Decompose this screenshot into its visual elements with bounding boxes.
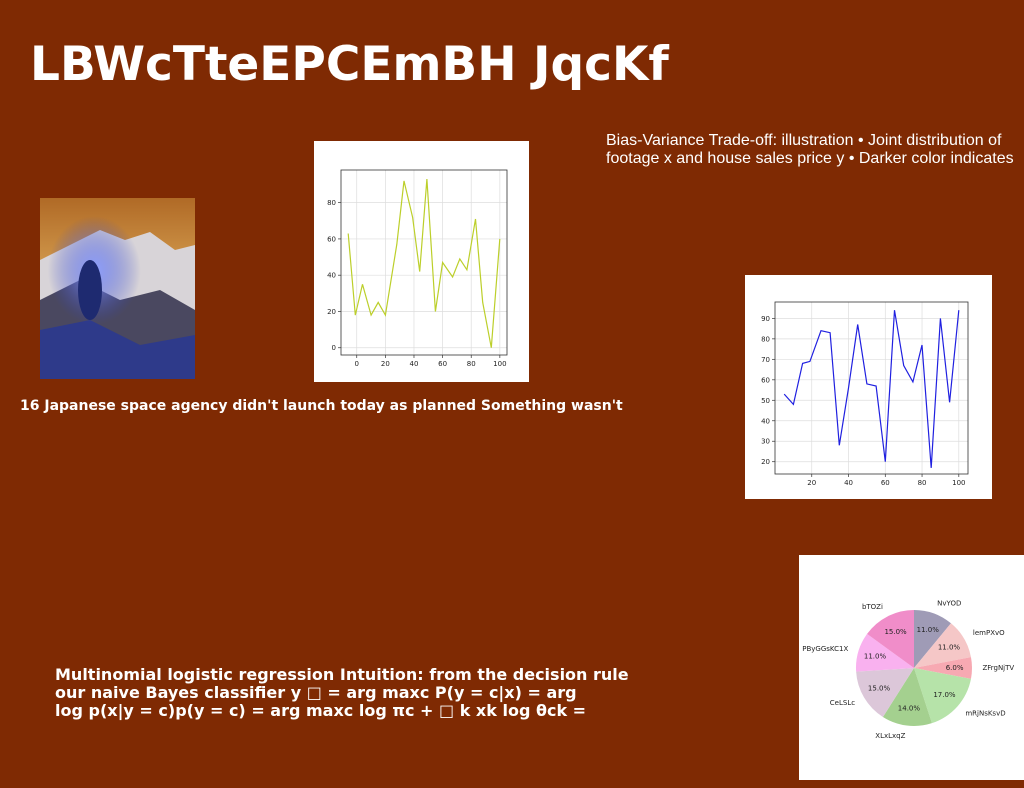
x-tick-label: 40 bbox=[410, 360, 419, 368]
slice-value-label: 11.0% bbox=[917, 626, 940, 634]
x-tick-label: 80 bbox=[918, 479, 927, 487]
pie-slice bbox=[914, 623, 971, 668]
description-line: Bias-Variance Trade-off: illustration • … bbox=[606, 132, 1002, 149]
y-tick-label: 50 bbox=[761, 397, 770, 405]
photo bbox=[40, 198, 195, 379]
y-tick-label: 80 bbox=[327, 199, 336, 207]
slice-value-label: 6.0% bbox=[946, 664, 964, 672]
x-tick-label: 80 bbox=[467, 360, 476, 368]
line bbox=[783, 310, 960, 468]
pie-slice bbox=[914, 668, 971, 724]
plot-frame bbox=[340, 169, 508, 356]
slice-value-label: 15.0% bbox=[868, 685, 891, 693]
y-tick-label: 40 bbox=[327, 272, 336, 280]
y-tick-label: 20 bbox=[327, 308, 336, 316]
title: LBWcTteEPCEmBH JqcKf bbox=[30, 37, 669, 92]
slice-label: XLxLxqZ bbox=[875, 732, 905, 740]
y-tick-label: 20 bbox=[761, 458, 770, 466]
pie-slice bbox=[855, 633, 914, 672]
pie-slice bbox=[882, 668, 932, 726]
y-tick-label: 60 bbox=[761, 376, 770, 384]
y-tick-label: 70 bbox=[761, 356, 770, 364]
y-tick-label: 80 bbox=[761, 335, 770, 343]
body-line: our naive Bayes classifier y □ = arg max… bbox=[55, 683, 577, 703]
slice-label: NvYOD bbox=[937, 600, 961, 608]
plot-frame bbox=[774, 301, 969, 475]
x-tick-label: 100 bbox=[952, 479, 965, 487]
slice-value-label: 14.0% bbox=[898, 704, 921, 712]
body-line: Multinomial logistic regression Intuitio… bbox=[55, 665, 629, 684]
slice-label: CeLSLc bbox=[830, 699, 855, 707]
slice-label: bTOZi bbox=[862, 603, 883, 611]
description-line: footage x and house sales price y • Dark… bbox=[606, 150, 1014, 167]
pie-slice bbox=[856, 668, 914, 717]
caption: 16 Japanese space agency didn't launch t… bbox=[20, 398, 623, 414]
x-tick-label: 20 bbox=[381, 360, 390, 368]
pie-slice bbox=[914, 657, 972, 679]
chart-background bbox=[314, 141, 529, 382]
line bbox=[347, 179, 501, 348]
x-tick-label: 60 bbox=[881, 479, 890, 487]
pie-slice bbox=[867, 610, 914, 668]
slice-value-label: 11.0% bbox=[938, 643, 961, 651]
y-tick-label: 30 bbox=[761, 438, 770, 446]
y-tick-label: 0 bbox=[332, 344, 336, 352]
y-tick-label: 40 bbox=[761, 417, 770, 425]
slice-label: mRjNsKsvD bbox=[965, 709, 1005, 717]
slice-label: ZFrgNjTV bbox=[982, 664, 1014, 672]
y-tick-label: 90 bbox=[761, 315, 770, 323]
slice-value-label: 11.0% bbox=[864, 653, 887, 661]
x-tick-label: 100 bbox=[493, 360, 506, 368]
slice-label: lemPXvO bbox=[973, 629, 1005, 637]
body-line: log p(x|y = c)p(y = c) = arg maxc log πc… bbox=[55, 701, 586, 721]
x-tick-label: 40 bbox=[844, 479, 853, 487]
x-tick-label: 60 bbox=[438, 360, 447, 368]
x-tick-label: 0 bbox=[355, 360, 359, 368]
slice-value-label: 17.0% bbox=[933, 691, 956, 699]
x-tick-label: 20 bbox=[807, 479, 816, 487]
slice-label: PByGGsKC1X bbox=[802, 645, 848, 653]
y-tick-label: 60 bbox=[327, 235, 336, 243]
chart-background bbox=[745, 275, 992, 499]
slice-value-label: 15.0% bbox=[884, 628, 907, 636]
pie-slice bbox=[914, 610, 951, 668]
